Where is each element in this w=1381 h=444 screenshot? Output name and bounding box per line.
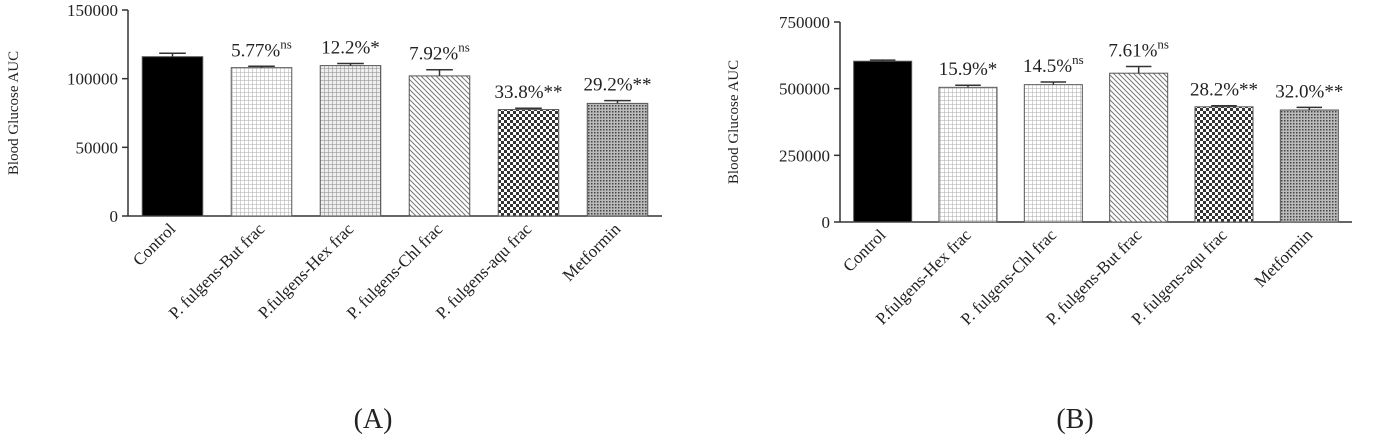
error-bar — [604, 99, 631, 104]
bar — [497, 109, 560, 217]
annotation-sup: ns — [1072, 52, 1084, 67]
x-tick-label: Control — [839, 225, 889, 275]
y-tick-label: 750000 — [779, 13, 830, 32]
y-tick-label: 50000 — [76, 138, 119, 157]
error-bar — [159, 52, 186, 57]
bar — [141, 56, 204, 217]
x-tick-label: P. fulgens-aqu frac — [432, 219, 536, 323]
error-bar — [248, 65, 275, 68]
annotation-text: 15.9%* — [939, 59, 998, 80]
annotation: 32.0%** — [1275, 81, 1343, 102]
x-tick-label: Control — [129, 219, 179, 269]
bar — [230, 67, 293, 217]
error-bar — [515, 107, 542, 110]
error-bar — [1211, 104, 1237, 107]
bar — [1194, 106, 1254, 223]
annotation-text: 5.77% — [231, 40, 280, 61]
annotation-sup: ns — [458, 40, 470, 55]
y-tick-label: 0 — [110, 207, 119, 226]
annotation: 15.9%* — [939, 59, 998, 80]
x-tick-label: Metformin — [559, 219, 625, 285]
error-bar — [955, 84, 981, 88]
bar — [853, 60, 913, 223]
y-axis-label: Blood Glucose AUC — [726, 60, 742, 184]
annotation: 33.8%** — [494, 82, 562, 103]
annotation-text: 7.61% — [1108, 41, 1157, 62]
bar — [408, 75, 471, 217]
x-tick-label: P. fulgens-Chl frac — [343, 219, 447, 323]
annotation-text: 28.2%** — [1190, 80, 1258, 101]
annotation: 29.2%** — [583, 75, 651, 96]
panel-caption: (B) — [1056, 404, 1093, 435]
annotation-text: 14.5% — [1023, 56, 1072, 77]
bar — [1109, 72, 1169, 223]
annotation-text: 33.8%** — [494, 82, 562, 103]
error-bar — [1125, 65, 1152, 74]
annotation-sup: ns — [1157, 37, 1169, 52]
annotation-sup: ns — [280, 36, 292, 51]
annotation-text: 12.2%* — [321, 38, 380, 59]
x-tick-label: Metformin — [1251, 225, 1317, 291]
y-tick-label: 500000 — [779, 80, 830, 99]
error-bar — [1296, 106, 1323, 110]
annotation: 28.2%** — [1190, 80, 1258, 101]
annotation-text: 32.0%** — [1275, 81, 1343, 102]
y-tick-label: 150000 — [67, 1, 118, 20]
error-bar — [426, 68, 453, 76]
annotation: 12.2%* — [321, 38, 380, 59]
x-tick-label: P. fulgens-But frac — [165, 219, 269, 323]
y-tick-label: 0 — [822, 213, 831, 232]
bar — [1023, 84, 1083, 223]
annotation-text: 7.92% — [409, 44, 458, 65]
y-axis-label: Blood Glucose AUC — [6, 51, 22, 175]
error-bar — [869, 59, 896, 62]
y-tick-label: 100000 — [67, 70, 118, 89]
bar — [938, 86, 998, 223]
annotation: 5.77%ns — [231, 36, 292, 61]
bar — [586, 102, 649, 217]
y-tick-label: 250000 — [779, 146, 830, 165]
x-tick-label: P.fulgens-Hex frac — [254, 219, 357, 322]
annotation: 7.92%ns — [409, 40, 470, 65]
annotation: 14.5%ns — [1023, 52, 1084, 77]
error-bar — [1040, 81, 1067, 85]
bar — [1279, 109, 1339, 223]
error-bar — [337, 62, 364, 66]
panel-caption: (A) — [354, 404, 393, 435]
bar — [319, 65, 382, 217]
annotation: 7.61%ns — [1108, 37, 1169, 62]
annotation-text: 29.2%** — [583, 75, 651, 96]
